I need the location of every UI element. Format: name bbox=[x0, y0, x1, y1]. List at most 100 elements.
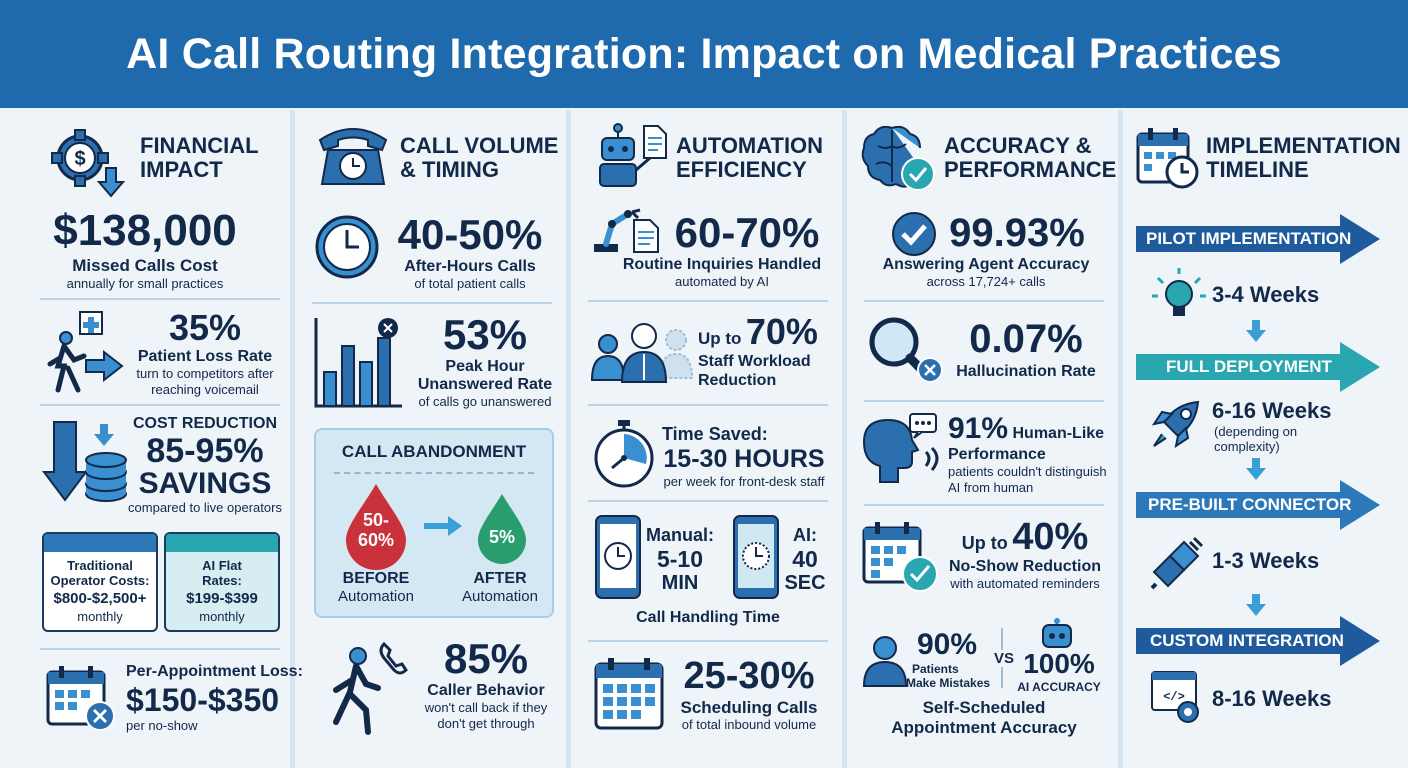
full-deployment-step: FULL DEPLOYMENT bbox=[1136, 342, 1380, 392]
section-divider bbox=[40, 648, 280, 650]
noshow-prefix: Up to bbox=[961, 533, 1008, 553]
page-title: AI Call Routing Integration: Impact on M… bbox=[126, 29, 1282, 78]
traditional-l2: Operator Costs: bbox=[50, 573, 150, 588]
peak-hour-label-l1: Peak Hour bbox=[445, 358, 525, 375]
appointment-loss-sub: per no-show bbox=[126, 718, 198, 733]
rocket-icon bbox=[1151, 400, 1200, 449]
clock-icon bbox=[315, 215, 379, 279]
down-arrow-icon bbox=[1246, 320, 1266, 342]
agent-accuracy-sub: across 17,724+ calls bbox=[926, 274, 1046, 289]
after-l2: Automation bbox=[462, 588, 538, 605]
patient-loss-sub2: reaching voicemail bbox=[151, 382, 259, 397]
workload-label-l1: Staff Workload bbox=[698, 353, 811, 370]
traditional-l1: Traditional bbox=[67, 558, 133, 573]
full-label: FULL DEPLOYMENT bbox=[1166, 357, 1332, 376]
speaking-head-icon bbox=[862, 413, 939, 483]
robot-arm-document-icon bbox=[594, 208, 659, 253]
timeline-title-l1: IMPLEMENTATION bbox=[1206, 133, 1401, 158]
timeline-title-l2: TIMELINE bbox=[1206, 157, 1309, 182]
arrow-right-icon bbox=[424, 516, 462, 536]
after-l1: AFTER bbox=[473, 570, 527, 587]
traditional-value: $800-$2,500+ bbox=[53, 590, 147, 607]
ai-time-value-l1: 40 bbox=[792, 546, 818, 572]
appointment-loss-value: $150-$350 bbox=[126, 682, 280, 718]
vs-label: VS bbox=[992, 650, 1017, 667]
noshow-sub: with automated reminders bbox=[950, 576, 1100, 591]
traditional-period: monthly bbox=[77, 609, 123, 624]
missed-calls-sub: annually for small practices bbox=[66, 276, 224, 291]
lightbulb-icon bbox=[1152, 268, 1206, 316]
human-like-sub2: AI from human bbox=[948, 480, 1034, 495]
manual-phone-icon bbox=[595, 515, 641, 599]
down-arrow-icon bbox=[1246, 458, 1266, 480]
patients-l2: Make Mistakes bbox=[906, 676, 991, 690]
routine-value: 60-70% bbox=[674, 209, 820, 256]
robot-head-icon bbox=[1042, 618, 1072, 648]
cost-reduction-label: SAVINGS bbox=[138, 467, 272, 500]
patient-leaving-icon bbox=[47, 311, 124, 393]
hallucination-value: 0.07% bbox=[969, 317, 1083, 361]
hallucination-label: Hallucination Rate bbox=[956, 363, 1096, 380]
ai-flat-l2: Rates: bbox=[202, 573, 242, 588]
ai-accuracy-label: AI ACCURACY bbox=[1017, 680, 1101, 694]
scheduling-value: 25-30% bbox=[683, 655, 815, 697]
dollar-gear-icon: $ bbox=[51, 129, 126, 198]
volume-title-l1: CALL VOLUME bbox=[400, 133, 559, 158]
patient-loss-label: Patient Loss Rate bbox=[137, 348, 273, 365]
section-divider bbox=[588, 404, 828, 406]
bar-chart-alert-icon bbox=[314, 318, 402, 408]
column-divider bbox=[842, 110, 847, 768]
cost-reduction-heading: COST REDUCTION bbox=[133, 415, 277, 432]
red-drop-before bbox=[346, 484, 406, 570]
patient-loss-value: 35% bbox=[168, 307, 242, 348]
stopwatch-icon bbox=[594, 420, 654, 488]
prebuilt-duration: 1-3 Weeks bbox=[1212, 548, 1320, 573]
column-divider bbox=[290, 110, 295, 768]
walking-away-phone-icon bbox=[333, 641, 408, 735]
full-arrow-shape bbox=[1136, 342, 1380, 392]
scheduling-label: Scheduling Calls bbox=[680, 698, 818, 717]
section-divider bbox=[864, 400, 1104, 402]
peak-hour-label-l2: Unanswered Rate bbox=[417, 376, 553, 393]
manual-label: Manual: bbox=[645, 525, 714, 545]
svg-text:$: $ bbox=[74, 148, 85, 170]
custom-duration: 8-16 Weeks bbox=[1212, 686, 1332, 711]
human-like-label-l2: Performance bbox=[948, 446, 1046, 463]
traditional-cost-card: Traditional Operator Costs: $800-$2,500+… bbox=[42, 532, 158, 632]
time-saved-sub: per week for front-desk staff bbox=[663, 474, 825, 489]
column-divider bbox=[1118, 110, 1123, 768]
ai-flat-l1: AI Flat bbox=[202, 558, 242, 573]
ai-time-label: AI: bbox=[793, 525, 817, 545]
patients-l1: Patients bbox=[912, 662, 959, 676]
page-header: AI Call Routing Integration: Impact on M… bbox=[0, 0, 1408, 108]
accuracy-title-l1: ACCURACY & bbox=[944, 133, 1092, 158]
missed-calls-label: Missed Calls Cost bbox=[72, 256, 218, 275]
caller-behavior-value: 85% bbox=[443, 635, 529, 682]
peak-hour-value: 53% bbox=[442, 311, 528, 358]
automation-title-l1: AUTOMATION bbox=[676, 133, 824, 158]
section-divider bbox=[312, 302, 552, 304]
green-drop-after bbox=[478, 494, 526, 564]
manual-value-l2: MIN bbox=[661, 572, 699, 594]
patients-value: 90% bbox=[916, 628, 978, 661]
human-like-sub1: patients couldn't distinguish bbox=[948, 464, 1107, 479]
manual-value-l1: 5-10 bbox=[656, 546, 704, 572]
agent-accuracy-label: Answering Agent Accuracy bbox=[882, 256, 1090, 273]
appointment-loss-label: Per-Appointment Loss: bbox=[126, 663, 303, 680]
section-divider bbox=[864, 300, 1104, 302]
after-value: 5% bbox=[488, 527, 515, 547]
robot-document-icon bbox=[599, 123, 667, 187]
section-divider bbox=[40, 298, 280, 300]
human-like-value: 91% bbox=[948, 412, 1009, 445]
cost-reduction-sub: compared to live operators bbox=[128, 500, 282, 515]
usb-plug-icon bbox=[1150, 536, 1204, 590]
calendar-cancel-icon bbox=[46, 666, 115, 731]
volume-title-l2: & TIMING bbox=[400, 157, 499, 182]
caller-behavior-label: Caller Behavior bbox=[427, 682, 545, 699]
scheduling-calendar-icon bbox=[594, 658, 664, 730]
cost-reduction-value: 85-95% bbox=[146, 432, 264, 470]
svg-text:</>: </> bbox=[1163, 690, 1185, 704]
telephone-clock-icon bbox=[318, 128, 388, 185]
routine-label: Routine Inquiries Handled bbox=[622, 256, 822, 273]
after-hours-value: 40-50% bbox=[397, 211, 543, 258]
